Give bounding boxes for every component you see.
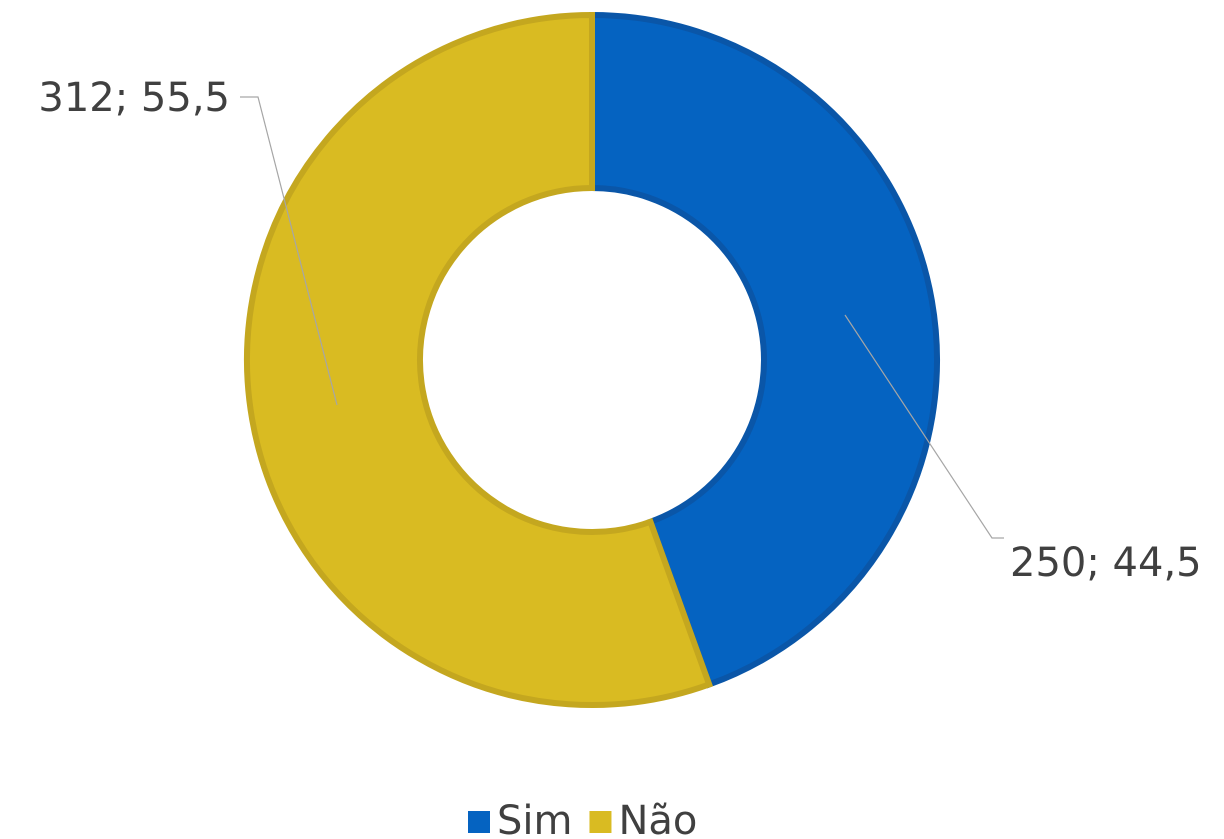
legend-label: Sim xyxy=(497,798,572,839)
donut-slice xyxy=(244,11,714,708)
data-label: 312; 55,5 xyxy=(38,75,230,121)
leader-line xyxy=(844,314,1004,539)
legend-swatch xyxy=(468,811,490,833)
data-label: 250; 44,5 xyxy=(1010,540,1202,586)
legend-label: Não xyxy=(618,798,697,839)
legend-swatch xyxy=(589,811,612,833)
leader-line xyxy=(240,96,338,406)
donut-slice xyxy=(589,11,940,689)
